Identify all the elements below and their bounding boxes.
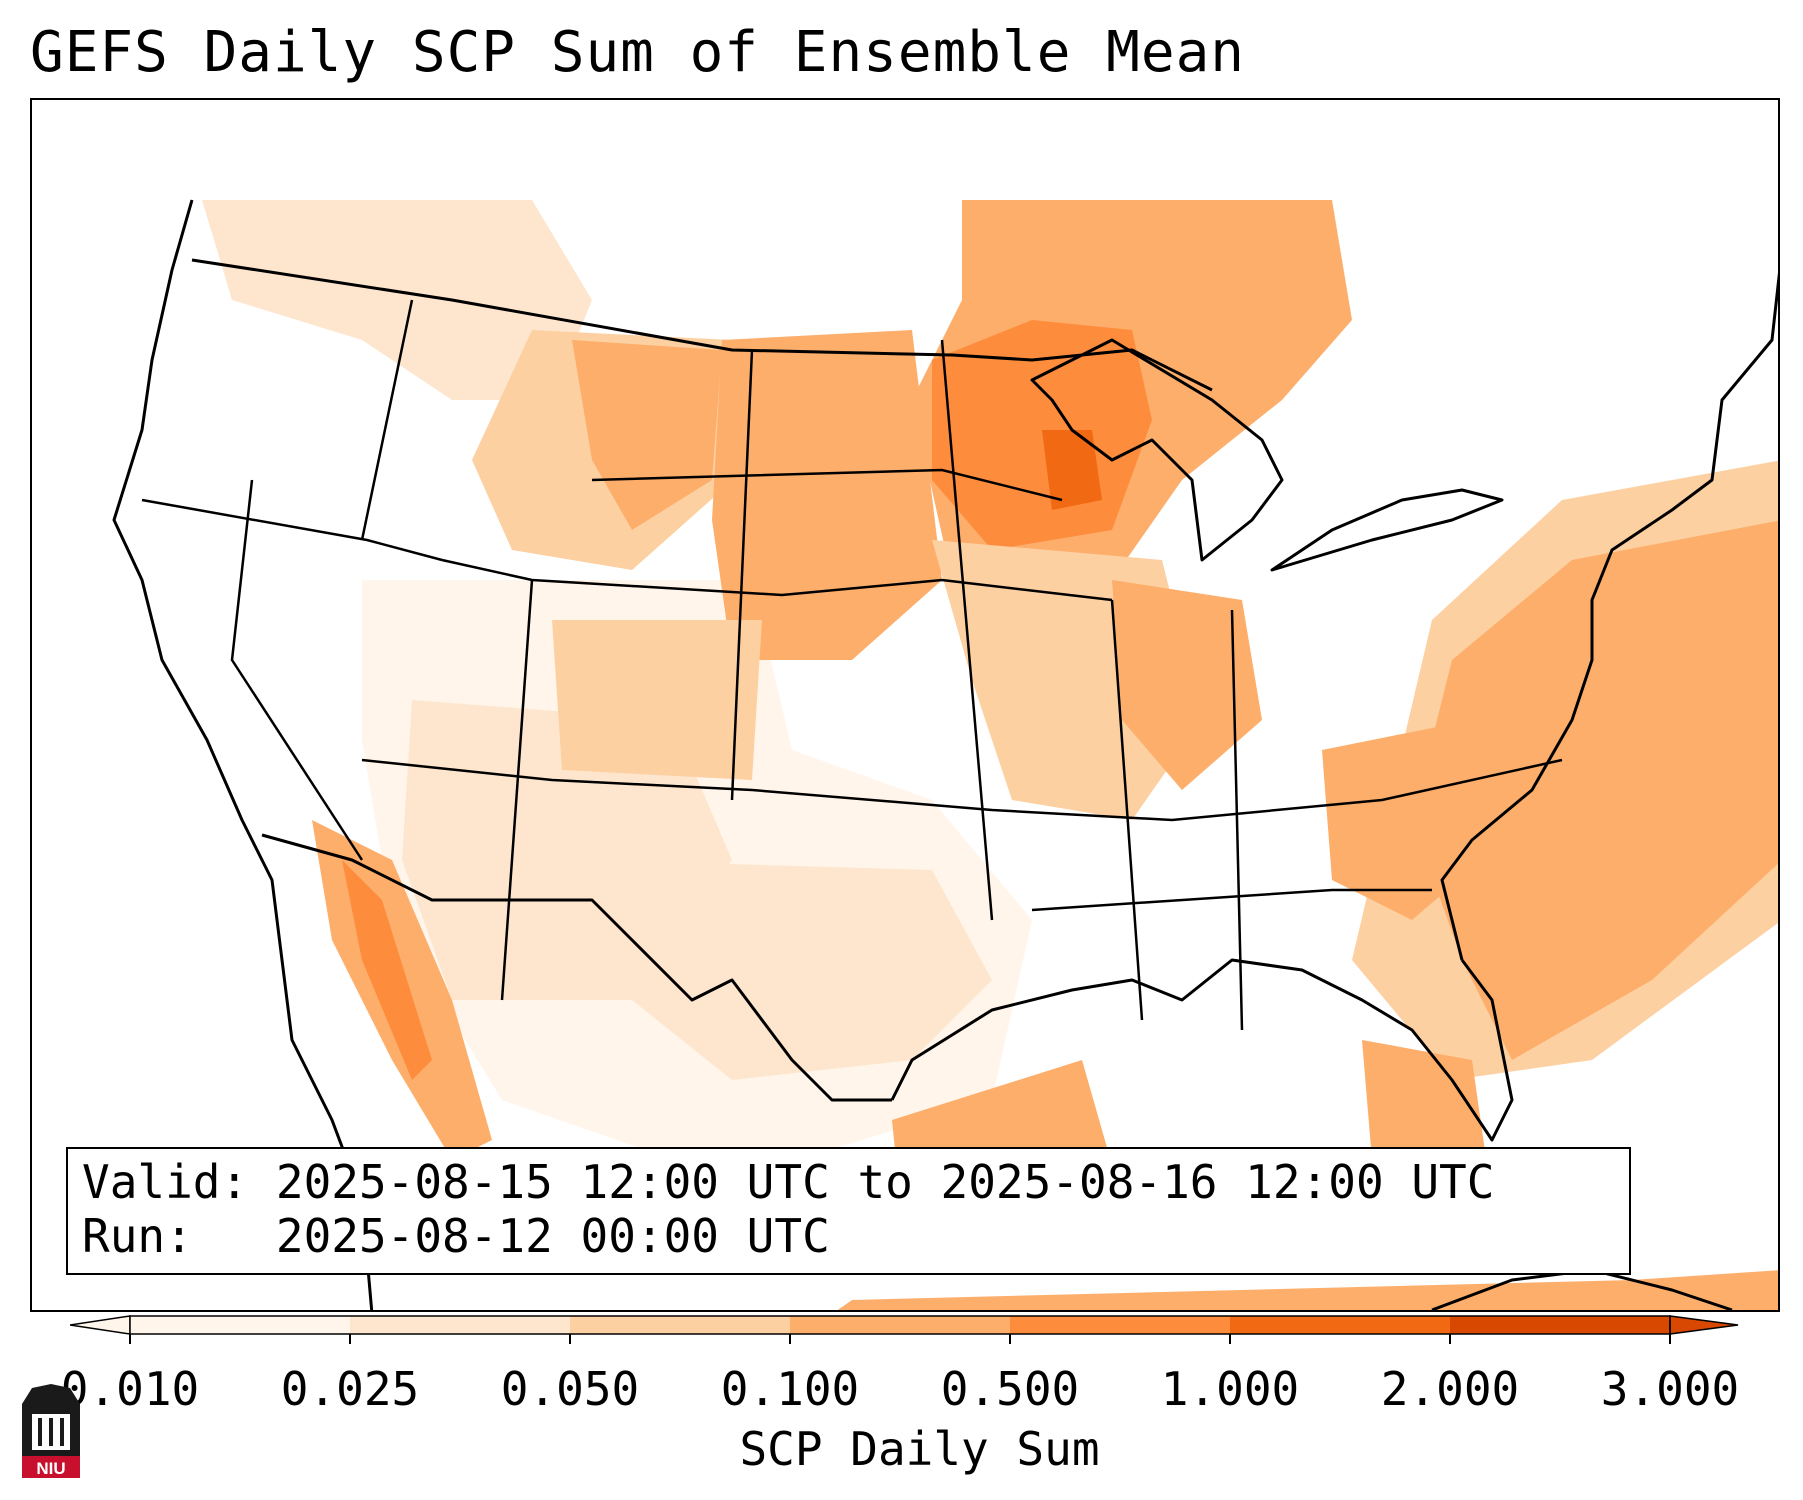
great-lakes-outline	[1030, 338, 1284, 562]
colorbar-tick-label: 0.010	[60, 1362, 200, 1416]
validity-info-box: Valid: 2025-08-15 12:00 UTC to 2025-08-1…	[66, 1147, 1631, 1275]
state-line	[1230, 609, 1244, 1031]
state-line	[141, 498, 443, 562]
valid-range: 2025-08-15 12:00 UTC to 2025-08-16 12:00…	[275, 1155, 1495, 1209]
map-title: GEFS Daily SCP Sum of Ensemble Mean	[30, 20, 1246, 85]
scp-area-il-in	[1112, 580, 1262, 790]
logo-text: NIU	[36, 1459, 65, 1478]
colorbar-segment	[790, 1316, 1011, 1334]
colorbar-segment	[350, 1316, 571, 1334]
mexico-border	[261, 833, 892, 1102]
scp-area-dakotas	[712, 330, 942, 660]
scp-map-svg	[112, 199, 1778, 1310]
gulf-coastline	[890, 958, 1514, 1142]
colorbar-tick-label: 3.000	[1600, 1362, 1740, 1416]
run-label: Run:	[82, 1209, 193, 1263]
scp-area-south-strip	[837, 1270, 1778, 1310]
state-line	[361, 758, 1563, 822]
colorbar-tick-label: 0.500	[940, 1362, 1080, 1416]
colorbar-segment	[1010, 1316, 1231, 1334]
colorbar-tick-label: 1.000	[1160, 1362, 1300, 1416]
lake-erie-ontario	[1270, 488, 1504, 572]
run-time: 2025-08-12 00:00 UTC	[275, 1209, 830, 1263]
state-borders	[141, 299, 1563, 1031]
state-line	[730, 349, 754, 801]
state-line	[360, 299, 414, 541]
scp-area-texas-light	[592, 860, 992, 1080]
logo-window-bar	[60, 1418, 64, 1446]
pacific-coastline	[112, 199, 374, 1310]
colorbar-label: SCP Daily Sum	[739, 1422, 1100, 1476]
colorbar-outline	[129, 1315, 1671, 1335]
map-panel	[30, 98, 1780, 1312]
scp-area-colorado	[552, 620, 762, 780]
atlantic-coastline	[1440, 272, 1778, 961]
state-line	[591, 468, 1063, 502]
colorbar-segment	[1230, 1316, 1451, 1334]
scp-shading	[202, 200, 1778, 1310]
state-line	[230, 479, 364, 861]
logo-red-band	[22, 1456, 80, 1478]
colorbar-tick-label: 0.025	[280, 1362, 420, 1416]
scp-area-carolinas	[1322, 720, 1482, 920]
scp-area-mt-core	[572, 340, 722, 530]
scp-area-wi-max	[1042, 430, 1102, 510]
logo-window-bar	[38, 1418, 42, 1446]
colorbar-segments	[70, 1315, 1739, 1335]
valid-label: Valid:	[82, 1155, 249, 1209]
colorbar-segment	[130, 1316, 351, 1334]
niu-tower-logo-icon: NIU	[22, 1384, 80, 1478]
scp-area-atlantic	[1412, 520, 1778, 1060]
logo-window-bar	[49, 1418, 53, 1446]
geography-lines	[112, 199, 1778, 1310]
canada-us-border	[191, 258, 1213, 392]
colorbar-tick-label: 0.100	[720, 1362, 860, 1416]
colorbar-segment	[570, 1316, 791, 1334]
colorbar-segment	[1450, 1316, 1671, 1334]
state-line	[1031, 888, 1432, 912]
colorbar-tick-label: 0.050	[500, 1362, 640, 1416]
state-line	[940, 339, 994, 921]
colorbar-extend-high	[1669, 1315, 1739, 1335]
state-line	[1110, 599, 1144, 1021]
state-line	[500, 579, 534, 1001]
colorbar-ticks	[129, 1334, 1671, 1344]
scp-area-west-light	[202, 200, 592, 400]
colorbar-tick-label: 2.000	[1380, 1362, 1520, 1416]
colorbar-extend-low	[70, 1315, 131, 1335]
colorbar	[70, 1315, 1739, 1344]
scp-area-baja-core	[342, 860, 432, 1080]
state-line	[441, 558, 1113, 602]
